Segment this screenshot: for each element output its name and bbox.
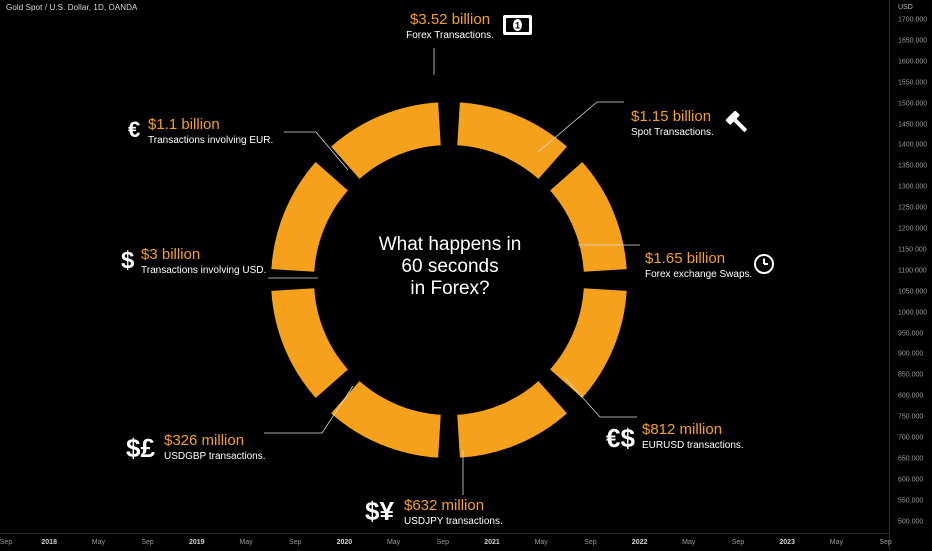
label-spot-transactions: $1.15 billion Spot Transactions.	[631, 108, 714, 139]
value-spot-transactions: $1.15 billion	[631, 108, 712, 125]
month-tick: Sep	[584, 539, 597, 546]
svg-text:1: 1	[515, 21, 520, 31]
value-usd: $3 billion	[141, 246, 201, 263]
price-tick: 600.000	[898, 476, 924, 484]
donut-segment	[331, 381, 441, 458]
center-title-line-3: in Forex?	[410, 278, 490, 299]
price-tick: 700.000	[898, 434, 924, 442]
month-tick: Sep	[879, 539, 892, 546]
label-eur: $1.1 billion Transactions involving EUR.	[148, 116, 273, 147]
price-tick: 850.000	[898, 371, 924, 379]
donut-segment	[271, 162, 348, 272]
dollar-yen-icon: $¥	[365, 496, 394, 526]
leader-line	[284, 131, 349, 171]
month-tick: May	[682, 539, 696, 546]
banknote-icon: 1	[503, 15, 532, 35]
euro-dollar-icon: €$	[606, 423, 635, 453]
year-tick: 2020	[336, 539, 353, 546]
value-fx-swaps: $1.65 billion	[645, 250, 726, 267]
month-tick: May	[91, 539, 106, 546]
price-tick: 1650.000	[898, 37, 928, 45]
center-title-line-2: 60 seconds	[401, 256, 499, 277]
price-axis-unit: USD	[898, 4, 913, 11]
price-tick: 550.000	[898, 497, 924, 505]
month-tick: Sep	[141, 539, 154, 546]
desc-eurusd: EURUSD transactions.	[642, 440, 744, 451]
label-fx-swaps: $1.65 billion Forex exchange Swaps.	[645, 250, 752, 281]
year-tick: 2023	[779, 539, 795, 546]
leader-line	[537, 101, 624, 153]
price-tick: 1550.000	[898, 79, 928, 87]
price-tick: 1100.000	[898, 267, 927, 275]
value-usdjpy: $632 million	[404, 497, 485, 514]
clock-icon	[754, 254, 774, 274]
price-tick: 950.000	[898, 330, 924, 337]
desc-fx-swaps: Forex exchange Swaps.	[645, 269, 753, 280]
price-tick: 1300.000	[898, 183, 928, 191]
label-usdgbp: $326 million USDGBP transactions.	[164, 432, 266, 463]
value-usdgbp: $326 million	[164, 432, 245, 449]
label-forex-transactions: $3.52 billion Forex Transactions.	[406, 11, 494, 42]
price-tick: 650.000	[898, 455, 924, 463]
center-title: What happens in 60 seconds in Forex?	[340, 234, 560, 300]
price-tick: 1450.000	[898, 121, 928, 128]
price-tick: 1500.000	[898, 100, 928, 108]
price-tick: 800.000	[898, 392, 924, 400]
price-tick: 1600.000	[898, 58, 928, 66]
price-tick: 1700.000	[898, 16, 928, 24]
leader-line	[564, 377, 637, 418]
donut-ring	[264, 48, 640, 495]
desc-usdgbp: USDGBP transactions.	[164, 451, 266, 462]
value-eur: $1.1 billion	[148, 116, 220, 133]
donut-segment	[331, 102, 441, 179]
euro-icon: €	[128, 117, 141, 142]
dollar-pound-icon: $£	[126, 433, 155, 463]
price-tick: 1150.000	[898, 246, 927, 254]
gavel-icon	[725, 110, 748, 133]
price-tick: 1350.000	[898, 162, 928, 170]
donut-segment	[550, 288, 627, 398]
price-tick: 750.000	[898, 413, 924, 421]
value-forex-transactions: $3.52 billion	[409, 11, 491, 28]
donut-segment	[457, 381, 567, 458]
donut-segment	[271, 288, 348, 398]
leader-line	[264, 385, 354, 434]
month-tick: Sep	[436, 539, 450, 546]
price-tick: 1000.000	[898, 309, 928, 317]
label-usdjpy: $632 million USDJPY transactions.	[404, 497, 503, 528]
month-tick: Sep	[0, 539, 13, 546]
value-eurusd: $812 million	[642, 421, 723, 438]
desc-eur: Transactions involving EUR.	[148, 135, 274, 146]
year-tick: 2019	[189, 539, 205, 546]
month-tick: May	[829, 539, 844, 546]
desc-usdjpy: USDJPY transactions.	[404, 516, 503, 527]
desc-forex-transactions: Forex Transactions.	[406, 30, 494, 41]
desc-spot-transactions: Spot Transactions.	[631, 127, 714, 138]
month-tick: May	[534, 539, 548, 546]
label-eurusd: $812 million EURUSD transactions.	[642, 421, 744, 452]
donut-segment	[550, 162, 627, 272]
year-tick: 2018	[41, 539, 57, 546]
price-tick: 1400.000	[898, 141, 928, 149]
price-axis[interactable]: USD 1700.000 1650.000 1600.000 1550.000 1500…	[889, 0, 932, 550]
price-tick: 900.000	[898, 350, 924, 358]
month-tick: May	[239, 539, 253, 546]
price-tick: 500.000	[898, 518, 924, 526]
donut-segment	[457, 102, 567, 179]
year-tick: 2021	[484, 539, 500, 546]
month-tick: Sep	[288, 539, 302, 546]
label-usd: $3 billion Transactions involving USD.	[141, 246, 266, 277]
year-tick: 2022	[631, 539, 648, 546]
price-tick: 1200.000	[898, 225, 928, 233]
month-tick: Sep	[731, 539, 745, 546]
month-tick: May	[386, 539, 401, 546]
desc-usd: Transactions involving USD.	[141, 265, 267, 276]
price-tick: 1050.000	[898, 288, 928, 296]
center-title-line-1: What happens in	[378, 234, 522, 255]
chart-header: Gold Spot / U.S. Dollar, 1D, OANDA	[6, 3, 138, 12]
time-axis[interactable]: Sep 2018 May Sep 2019 May Sep 2020 May Sep 2021 May…	[0, 533, 892, 551]
dollar-icon: $	[121, 247, 135, 274]
price-tick: 1250.000	[898, 204, 928, 212]
